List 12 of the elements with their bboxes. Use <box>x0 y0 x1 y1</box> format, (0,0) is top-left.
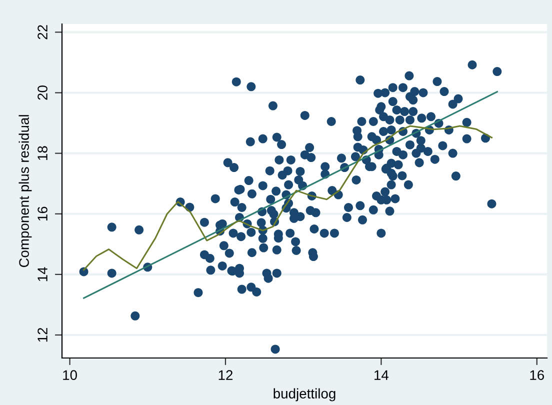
y-axis-title: Component plus residual <box>18 115 32 268</box>
x-tick-label: 16 <box>530 370 544 380</box>
y-tick-label: 22 <box>38 25 48 40</box>
x-tick-label: 14 <box>374 370 388 380</box>
y-tick-label: 20 <box>38 86 48 100</box>
x-tick-label: 10 <box>63 370 77 380</box>
y-tick-label: 14 <box>38 267 48 282</box>
y-tick-label: 12 <box>38 328 48 342</box>
x-axis-title: budjettilog <box>274 388 336 402</box>
x-tick-label: 12 <box>218 370 233 380</box>
y-tick-label: 16 <box>38 206 48 221</box>
y-tick-label: 18 <box>38 146 48 160</box>
